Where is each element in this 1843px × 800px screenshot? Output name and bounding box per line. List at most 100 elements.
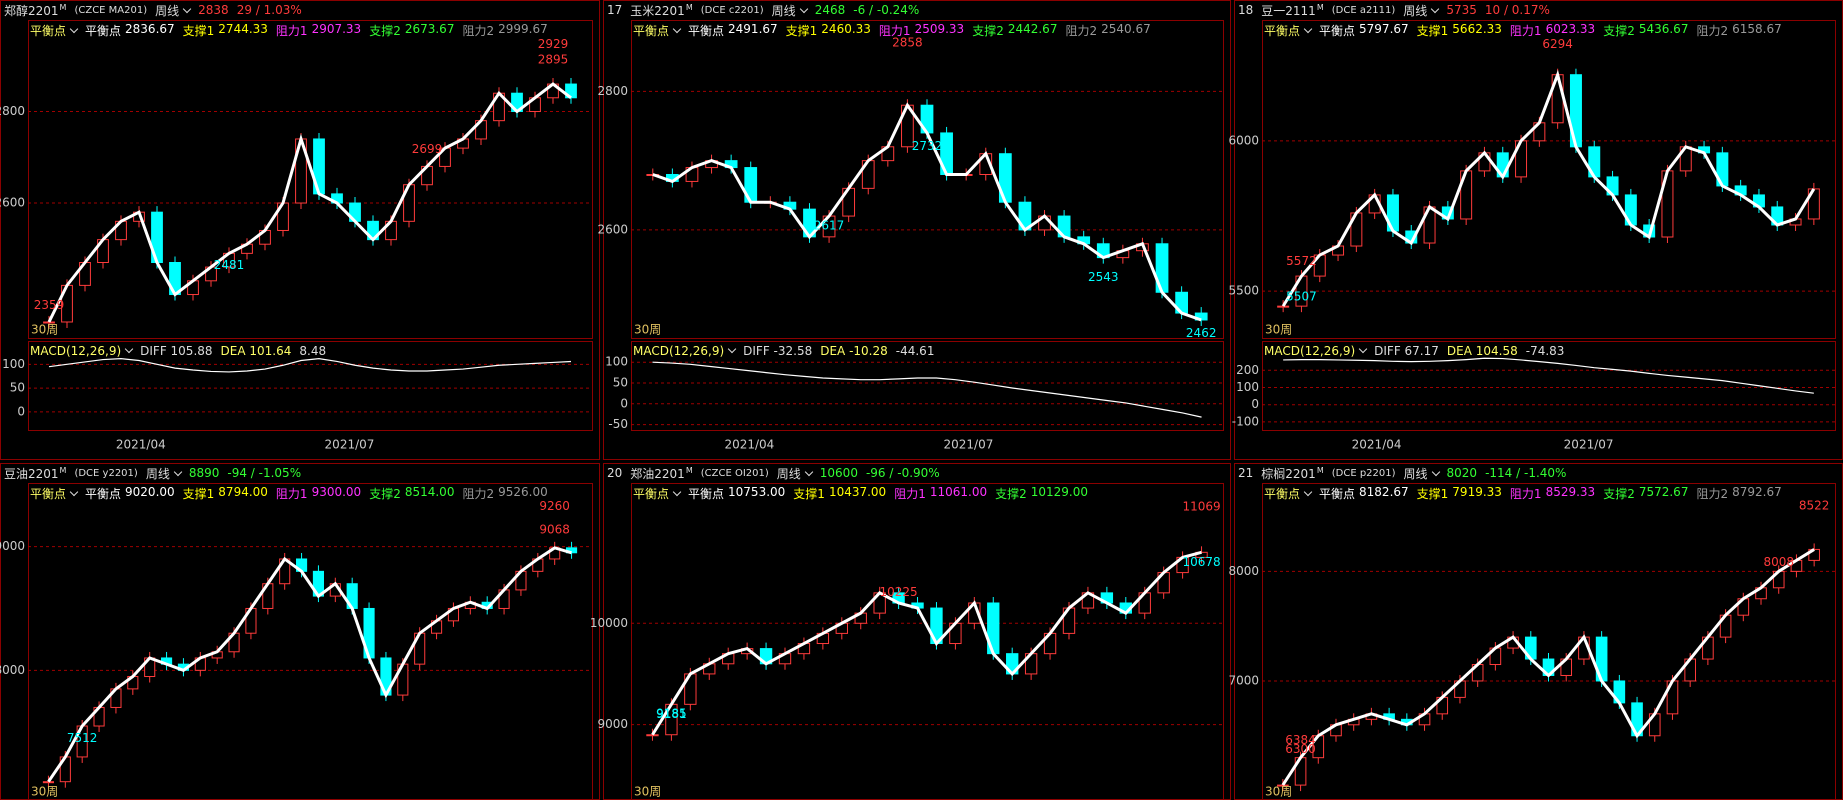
pivot-label: 平衡点: [85, 23, 122, 38]
macd-tick-label: 50: [10, 381, 25, 395]
pivot-label: 支撑2: [1603, 486, 1635, 501]
period-selector[interactable]: 周线: [777, 465, 812, 482]
pivot-label: 支撑1: [1416, 486, 1449, 501]
pivot-row: 平衡点 平衡点 10753.00 支撑1 10437.00 阻力1 11061.00 支撑2 1…: [633, 484, 1088, 502]
y-tick-label: 8000: [0, 663, 25, 677]
pivot-value: 2540.67: [1101, 21, 1151, 36]
pivot-selector[interactable]: 平衡点: [1264, 22, 1311, 39]
bars-label: 30周: [31, 323, 58, 337]
macd-tick-label: 100: [2, 357, 25, 371]
balance-line: [47, 82, 572, 323]
macd-label[interactable]: MACD(12,26,9): [633, 344, 735, 358]
macd-tick-label: 0: [1251, 397, 1259, 411]
pivot-value: 11061.00: [929, 484, 988, 499]
price-change: -96 / -0.90%: [865, 466, 940, 480]
pivot-label: 阻力1: [894, 486, 926, 501]
pivot-selector[interactable]: 平衡点: [1264, 485, 1311, 502]
extreme-label: 6294: [1542, 37, 1573, 51]
price-change: -94 / -1.05%: [227, 466, 302, 480]
bars-label: 30周: [31, 785, 58, 799]
pivot-label: 平衡点: [85, 486, 122, 501]
pivot-value: 8182.67: [1359, 484, 1409, 499]
x-date-label: 2021/04: [724, 438, 774, 452]
pivot-label: 阻力1: [1509, 23, 1542, 38]
pivot-item: 支撑1 8794.00: [183, 485, 268, 502]
pivot-item: 平衡点 8182.67: [1319, 485, 1409, 502]
pivot-row: 平衡点 平衡点 2836.67 支撑1 2744.33 阻力1 2907.33 支撑2 2673…: [30, 21, 548, 39]
y-tick-label: 2600: [0, 196, 25, 210]
period-selector[interactable]: 周线: [146, 465, 181, 482]
panel-frame: [603, 463, 1231, 800]
price-area: [28, 483, 593, 800]
price-change: -114 / -1.40%: [1485, 466, 1567, 480]
contract-code: (DCE p2201): [1331, 467, 1396, 479]
x-date-label: 2021/04: [1352, 438, 1402, 452]
pivot-item: 支撑1 2460.33: [786, 22, 871, 39]
extreme-label: 9260: [539, 499, 570, 513]
macd-label[interactable]: MACD(12,26,9): [1264, 344, 1366, 358]
period-selector[interactable]: 周线: [155, 2, 190, 19]
pivot-item: 平衡点 2836.67: [85, 22, 175, 39]
pivot-value: 10437.00: [828, 484, 887, 499]
pivot-value: 10753.00: [728, 484, 786, 499]
diff-line: [652, 361, 1202, 418]
pivot-item: 支撑2 5436.67: [1603, 22, 1688, 39]
pivot-label: 支撑1: [785, 23, 818, 38]
pivot-value: 9300.00: [311, 484, 362, 499]
extreme-label: 9181: [656, 707, 687, 721]
period-selector[interactable]: 周线: [1403, 2, 1438, 19]
period-selector[interactable]: 周线: [1404, 465, 1439, 482]
extreme-label: 2699: [412, 142, 443, 156]
period-selector[interactable]: 周线: [772, 2, 807, 19]
pivot-label: 支撑2: [1603, 23, 1635, 38]
pivot-value: 10129.00: [1030, 484, 1089, 499]
pivot-item: 平衡点 5797.67: [1319, 22, 1409, 39]
pivot-label: 支撑2: [995, 486, 1027, 501]
diff-line: [48, 358, 572, 373]
pivot-item: 平衡点 10753.00: [688, 485, 785, 502]
macd-tick-label: 0: [620, 396, 628, 410]
last-price: 2838: [198, 3, 229, 17]
price-area: [631, 20, 1224, 339]
badge: M: [1316, 465, 1324, 475]
candle: [42, 781, 54, 784]
panel-frame: [0, 463, 600, 800]
extreme-label: 7512: [67, 731, 98, 745]
panel-frame: [0, 0, 600, 460]
pivot-item: 阻力2 2540.67: [1065, 22, 1150, 39]
extreme-label: 5507: [1286, 290, 1317, 304]
extreme-label: 10225: [880, 585, 918, 599]
panel-index: 17: [607, 3, 623, 17]
contract-code: (CZCE OI201): [700, 467, 769, 479]
bars-label: 30周: [634, 323, 661, 337]
pivot-selector[interactable]: 平衡点: [30, 22, 77, 39]
pivot-value: 2836.67: [125, 21, 175, 36]
pivot-row: 平衡点 平衡点 8182.67 支撑1 7919.33 阻力1 8529.33 支撑2 7572…: [1264, 484, 1782, 502]
macd-tick-label: -50: [608, 417, 628, 431]
pivot-label: 支撑2: [369, 486, 401, 501]
pivot-value: 2999.67: [498, 21, 548, 36]
pivot-value: 2442.67: [1007, 21, 1058, 36]
pivot-item: 阻力2 9526.00: [462, 485, 547, 502]
panel-header: 21 棕榈2201M (DCE p2201) 周线 8020 -114 / -1.40%: [1238, 464, 1566, 482]
pivot-item: 支撑2 7572.67: [1603, 485, 1688, 502]
contract-name: 玉米2201M: [630, 2, 693, 18]
extreme-label: 9185: [656, 706, 687, 720]
panel-index: 21: [1238, 466, 1254, 480]
pivot-selector[interactable]: 平衡点: [633, 22, 680, 39]
panel-header: 18 豆一2111M (DCE a2111) 周线 5735 10 / 0.17%: [1238, 1, 1550, 19]
pivot-label: 平衡点: [1319, 23, 1356, 38]
extreme-label: 6384: [1285, 733, 1316, 747]
extreme-label: 2481: [214, 258, 245, 272]
last-price: 8020: [1446, 466, 1478, 480]
macd-header: MACD(12,26,9) DIFF -32.58 DEA -10.28 -44.61: [633, 342, 934, 360]
last-price: 2468: [814, 3, 846, 17]
pivot-label: 阻力2: [1696, 486, 1729, 501]
pivot-selector[interactable]: 平衡点: [633, 485, 680, 502]
pivot-value: 2744.33: [218, 21, 268, 36]
macd-area: [1262, 341, 1836, 431]
macd-label[interactable]: MACD(12,26,9): [30, 344, 132, 358]
pivot-selector[interactable]: 平衡点: [30, 485, 77, 502]
